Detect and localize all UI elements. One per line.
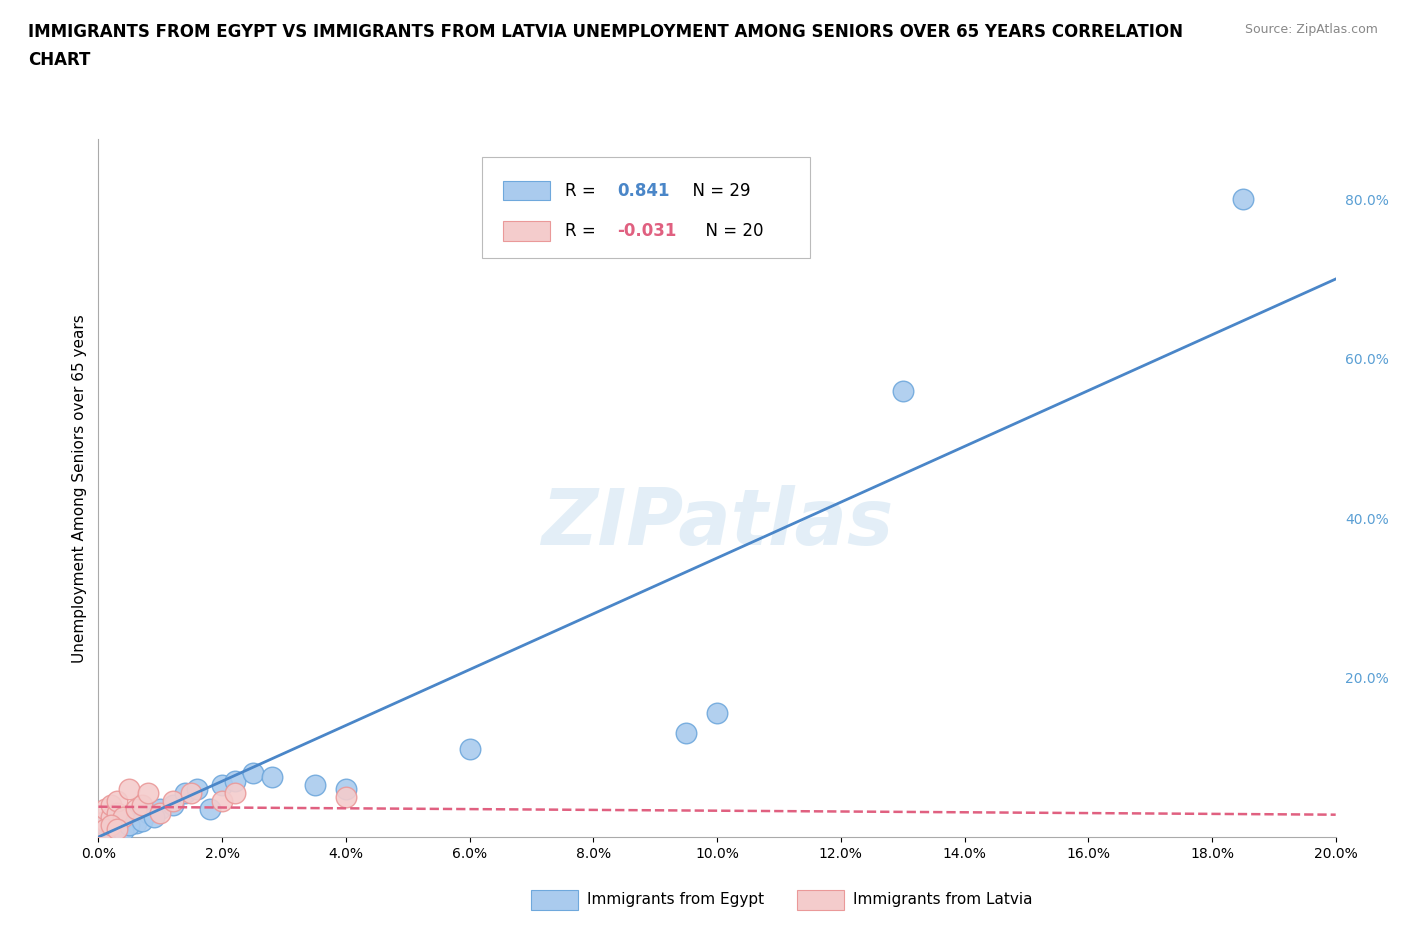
Point: [124, 802, 146, 817]
Point: [706, 706, 728, 721]
Point: [136, 805, 159, 820]
Point: [131, 798, 153, 813]
Point: [131, 814, 153, 829]
Text: Immigrants from Latvia: Immigrants from Latvia: [853, 892, 1032, 908]
Point: [93, 817, 115, 832]
Point: [124, 816, 146, 830]
Point: [112, 812, 135, 827]
Point: [162, 798, 184, 813]
Point: [211, 777, 233, 792]
Point: [458, 742, 481, 757]
Point: [100, 821, 122, 836]
Point: [105, 816, 128, 830]
Point: [118, 810, 141, 825]
FancyBboxPatch shape: [482, 157, 810, 259]
Point: [136, 786, 159, 801]
Point: [675, 726, 697, 741]
Point: [335, 782, 357, 797]
Point: [118, 817, 141, 832]
Point: [211, 793, 233, 808]
Text: Immigrants from Egypt: Immigrants from Egypt: [588, 892, 765, 908]
Point: [100, 810, 122, 825]
Point: [149, 805, 172, 820]
Point: [105, 805, 128, 820]
Point: [242, 765, 264, 780]
Point: [224, 774, 246, 789]
Text: -0.031: -0.031: [617, 222, 676, 240]
FancyBboxPatch shape: [503, 180, 550, 200]
FancyBboxPatch shape: [797, 890, 845, 910]
Point: [143, 810, 166, 825]
Point: [105, 821, 128, 836]
Point: [304, 777, 326, 792]
Text: Source: ZipAtlas.com: Source: ZipAtlas.com: [1244, 23, 1378, 36]
Text: N = 29: N = 29: [682, 181, 751, 200]
FancyBboxPatch shape: [531, 890, 578, 910]
Y-axis label: Unemployment Among Seniors over 65 years: Unemployment Among Seniors over 65 years: [72, 314, 87, 662]
Point: [198, 802, 221, 817]
Point: [93, 814, 115, 829]
Text: R =: R =: [565, 222, 600, 240]
Point: [891, 383, 914, 398]
Text: R =: R =: [565, 181, 600, 200]
Point: [260, 770, 283, 785]
Point: [112, 810, 135, 825]
Point: [335, 790, 357, 804]
Text: N = 20: N = 20: [695, 222, 763, 240]
Text: IMMIGRANTS FROM EGYPT VS IMMIGRANTS FROM LATVIA UNEMPLOYMENT AMONG SENIORS OVER : IMMIGRANTS FROM EGYPT VS IMMIGRANTS FROM…: [28, 23, 1182, 41]
Point: [174, 786, 197, 801]
Point: [100, 817, 122, 832]
Point: [162, 793, 184, 808]
Point: [100, 814, 122, 829]
Point: [93, 802, 115, 817]
Point: [112, 823, 135, 838]
FancyBboxPatch shape: [503, 221, 550, 241]
Point: [149, 802, 172, 817]
Point: [1232, 192, 1254, 206]
Point: [180, 786, 202, 801]
Point: [105, 820, 128, 835]
Point: [118, 782, 141, 797]
Point: [186, 782, 208, 797]
Point: [93, 821, 115, 836]
Text: 0.841: 0.841: [617, 181, 669, 200]
Text: CHART: CHART: [28, 51, 90, 69]
Point: [105, 793, 128, 808]
Text: ZIPatlas: ZIPatlas: [541, 485, 893, 561]
Point: [100, 798, 122, 813]
Point: [224, 786, 246, 801]
